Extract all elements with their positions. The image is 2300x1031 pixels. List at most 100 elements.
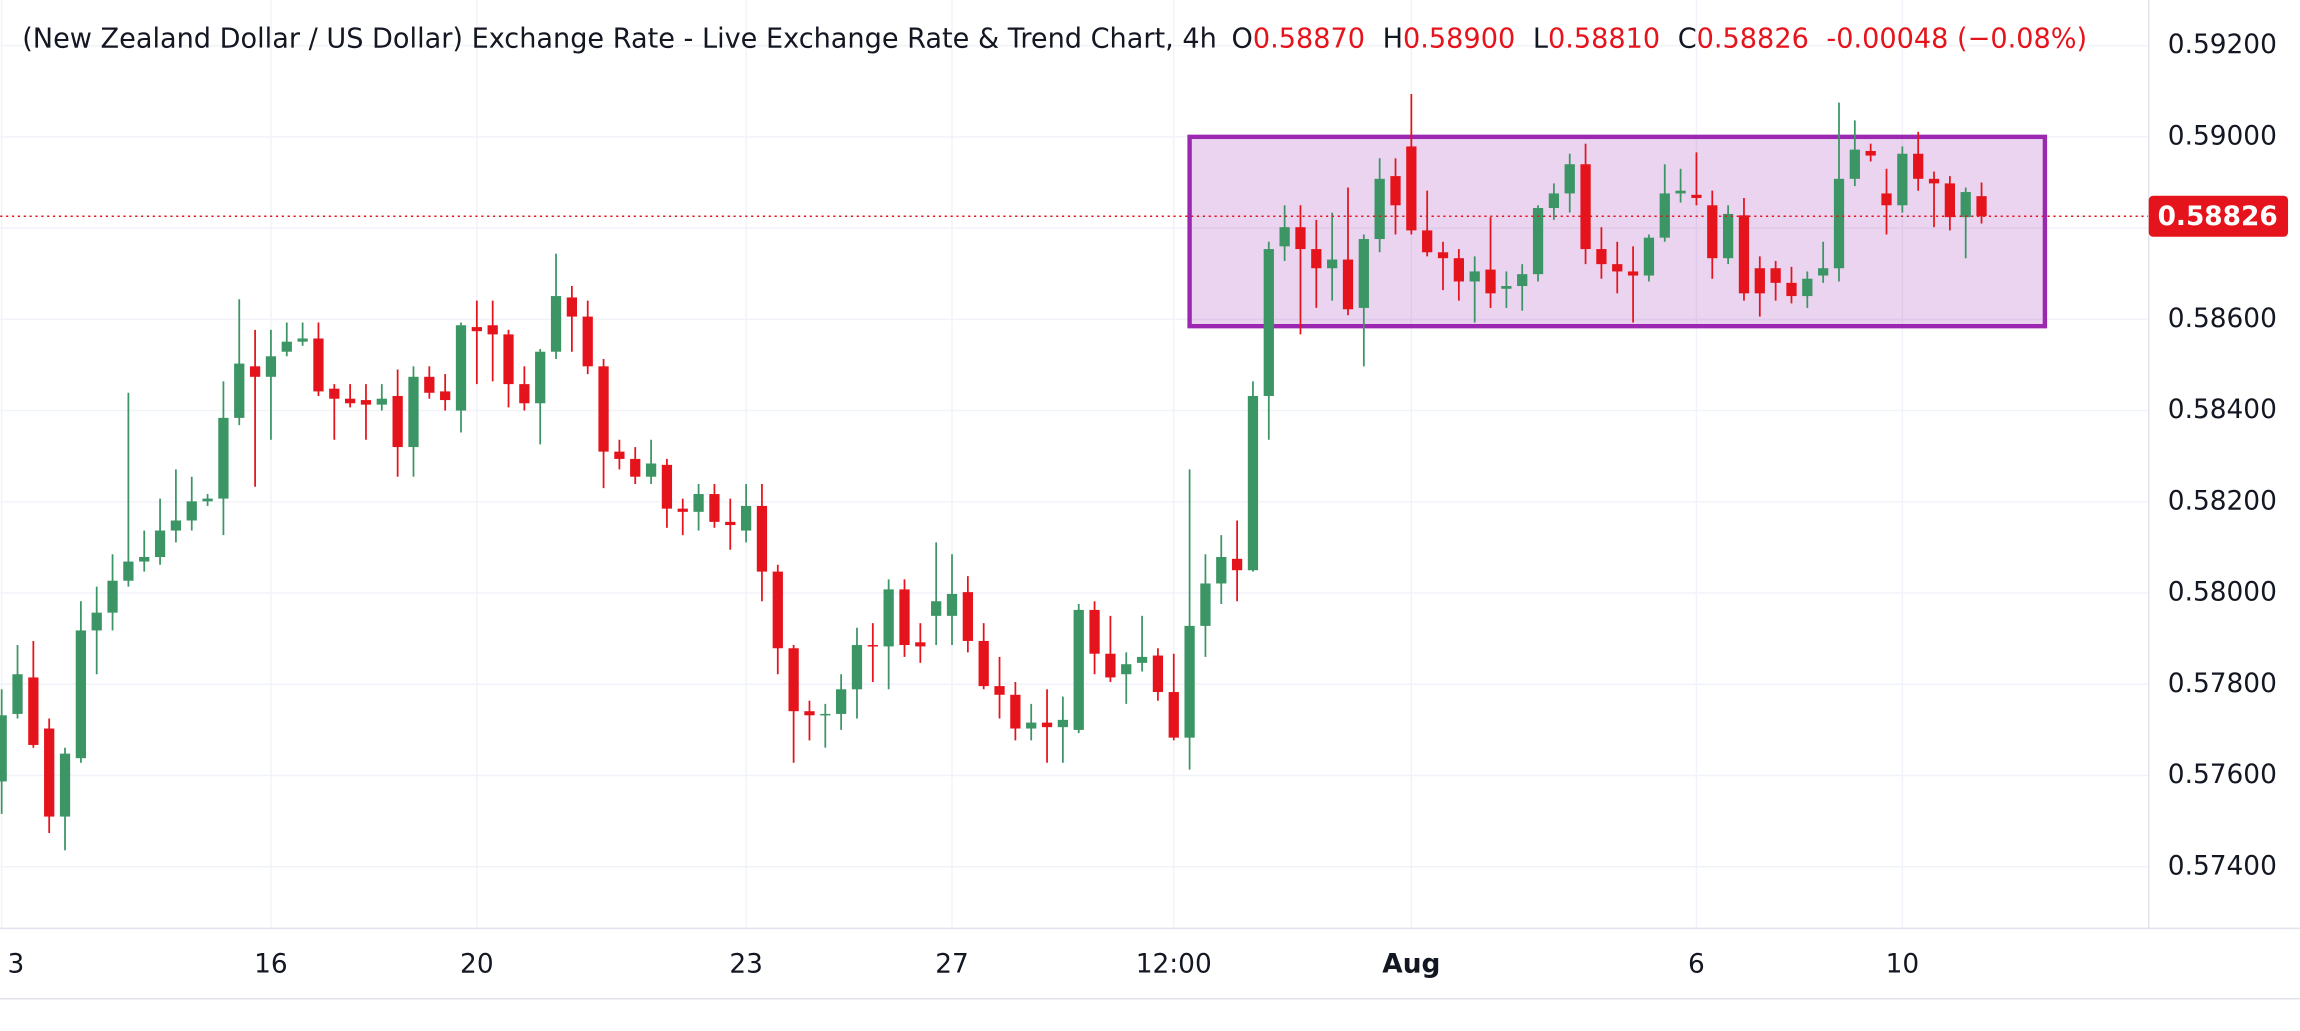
candle-body [1691,194,1702,198]
candle-body [1818,268,1829,276]
x-tick-label: 20 [460,950,494,980]
candle-body [1327,259,1338,269]
candle-body [1247,395,1259,571]
candle-body [1675,190,1686,194]
y-tick-label: 0.57800 [2168,669,2277,699]
candle-body [1786,282,1797,297]
candle-body [1026,722,1037,729]
candle-body [535,351,546,404]
ohlc-value: 0.58826 [1697,23,1809,54]
candle-body [1754,268,1765,294]
candle-body [265,356,277,377]
candle-body [123,561,134,581]
chart-header: (New Zealand Dollar / US Dollar) Exchang… [22,23,2087,54]
candle-body [1216,557,1227,584]
candle-body [455,325,467,411]
y-tick-label: 0.59000 [2168,121,2277,151]
candle-body [519,384,530,404]
candle-body [59,753,71,817]
candle-body [1279,227,1290,247]
candle-body [297,338,308,342]
candle-body [1865,150,1876,156]
candle-body [978,640,989,687]
candle-body [1897,153,1908,206]
candle-body [471,327,482,332]
candle-body [440,391,451,401]
candle-body [1105,653,1116,678]
candle-body [1501,286,1512,289]
candle-body [1928,178,1940,184]
candle-body [424,376,435,393]
candle-body [1041,722,1053,728]
x-tick-label: 6 [1688,950,1705,980]
candle-body [851,645,863,690]
y-tick-label: 0.58400 [2168,395,2277,425]
candle-body [772,571,783,649]
y-tick-label: 0.57600 [2168,760,2277,790]
candle-body [788,648,799,712]
candle-body [1089,609,1100,654]
plot-area [0,93,2149,851]
candle-body [107,580,118,613]
change: -0.00048 (−0.08%) [1826,23,2087,54]
candle-body [709,494,720,522]
candle-body [598,366,609,452]
candle-body [946,593,958,616]
candle-body [1184,625,1195,738]
y-tick-label: 0.57400 [2168,851,2277,881]
candle-body [1881,193,1892,206]
candle-body [1627,271,1639,276]
ohlc-key: C [1678,23,1697,54]
candle-body [1532,208,1544,275]
candle-body [313,338,324,392]
candle-body [12,674,23,714]
candle-body [1643,237,1655,276]
candle-body [170,520,182,531]
candle-body [1849,149,1860,179]
candle-body [139,557,150,562]
candle-body [1517,274,1528,287]
candle-body [1168,692,1179,738]
candle-body [1374,178,1385,240]
y-tick-label: 0.59200 [2168,30,2277,60]
candle-body [1722,213,1734,259]
candle-body [883,589,894,647]
x-tick-label: 3 [8,950,25,980]
candle-body [202,498,213,502]
candle-body [566,297,578,317]
y-tick-label: 0.58000 [2168,578,2277,608]
candle-body [28,677,39,745]
candle-body [1738,215,1750,294]
candle-body [1802,278,1813,297]
candle-body [1311,249,1322,269]
candle-body [1437,252,1449,259]
candle-body [44,728,55,817]
ohlc-value: 0.58900 [1403,23,1515,54]
candle-body [503,334,514,385]
candle-body [1707,205,1718,259]
candle-body [281,341,292,352]
candle-body [1596,249,1607,265]
candle-body [75,630,87,759]
candle-body [0,715,7,782]
candle-body [1121,664,1132,675]
candle-body [1406,146,1417,231]
candle-body [1390,176,1401,206]
candle-body [867,645,878,647]
candle-body [1010,694,1021,729]
candle-body [836,689,847,714]
candle-body [1342,259,1354,310]
candle-body [630,458,641,477]
candle-body [994,686,1005,695]
candle-body [725,521,736,526]
candle-body [915,642,926,647]
x-tick-label: 23 [729,950,763,980]
candle-body [1136,656,1148,663]
candle-body [1057,719,1069,728]
candle-body [1422,230,1433,253]
candle-body [804,711,815,716]
candle-body [1960,192,1971,218]
candle-body [344,398,356,404]
candle-body [661,464,673,509]
